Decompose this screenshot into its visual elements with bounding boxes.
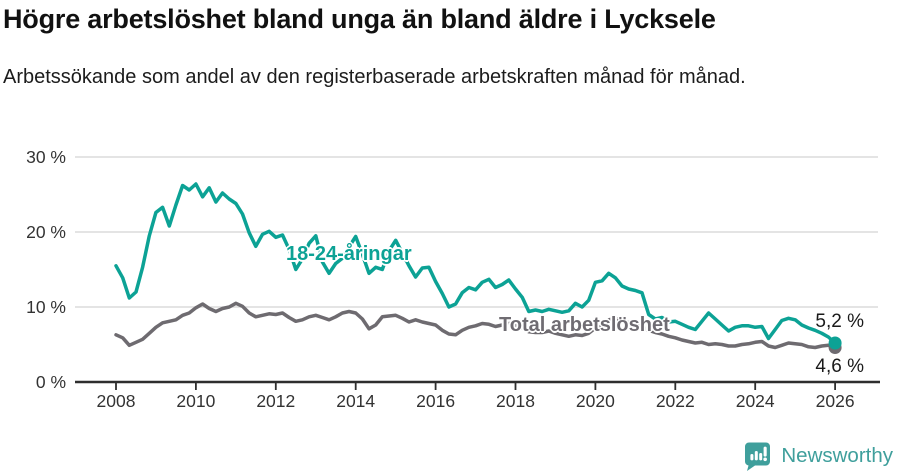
series-label-total: Total arbetslöshet <box>499 314 670 336</box>
x-tick-label: 2008 <box>96 391 136 411</box>
newsworthy-logo: Newsworthy <box>743 441 893 471</box>
newsworthy-wordmark: Newsworthy <box>781 444 893 467</box>
y-tick-label: 30 % <box>26 147 66 167</box>
chart-subtitle: Arbetssökande som andel av den registerb… <box>3 66 746 88</box>
end-value-label-total: 4,6 % <box>815 356 864 377</box>
y-tick-label: 0 % <box>35 372 66 392</box>
y-tick-label: 10 % <box>26 297 66 317</box>
x-tick-label: 2012 <box>256 391 296 411</box>
end-value-label-youth: 5,2 % <box>815 311 864 332</box>
series-line <box>114 301 837 350</box>
x-tick-label: 2020 <box>575 391 615 411</box>
x-tick-label: 2024 <box>735 391 775 411</box>
x-tick-label: 2018 <box>496 391 535 411</box>
y-tick-label: 20 % <box>26 222 66 242</box>
x-tick-label: 2022 <box>655 391 695 411</box>
newsworthy-bars-icon <box>745 442 771 471</box>
x-tick-label: 2026 <box>815 391 855 411</box>
series-label-youth: 18-24-åringar <box>286 243 412 265</box>
x-tick-label: 2016 <box>416 391 456 411</box>
series-line <box>114 182 837 345</box>
x-tick-label: 2010 <box>176 391 216 411</box>
chart-title: Högre arbetslöshet bland unga än bland ä… <box>3 4 716 34</box>
series-end-dot <box>828 336 842 350</box>
x-tick-label: 2014 <box>336 391 376 411</box>
